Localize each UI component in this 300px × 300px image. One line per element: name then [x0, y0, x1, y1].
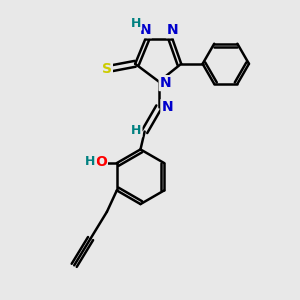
Text: N: N	[160, 76, 171, 90]
Text: N: N	[161, 100, 173, 114]
Text: N: N	[167, 23, 178, 37]
Text: H: H	[85, 155, 96, 168]
Text: H: H	[131, 16, 141, 30]
Text: N: N	[140, 23, 152, 37]
Text: H: H	[131, 124, 142, 136]
Text: S: S	[102, 62, 112, 76]
Text: O: O	[95, 154, 107, 169]
